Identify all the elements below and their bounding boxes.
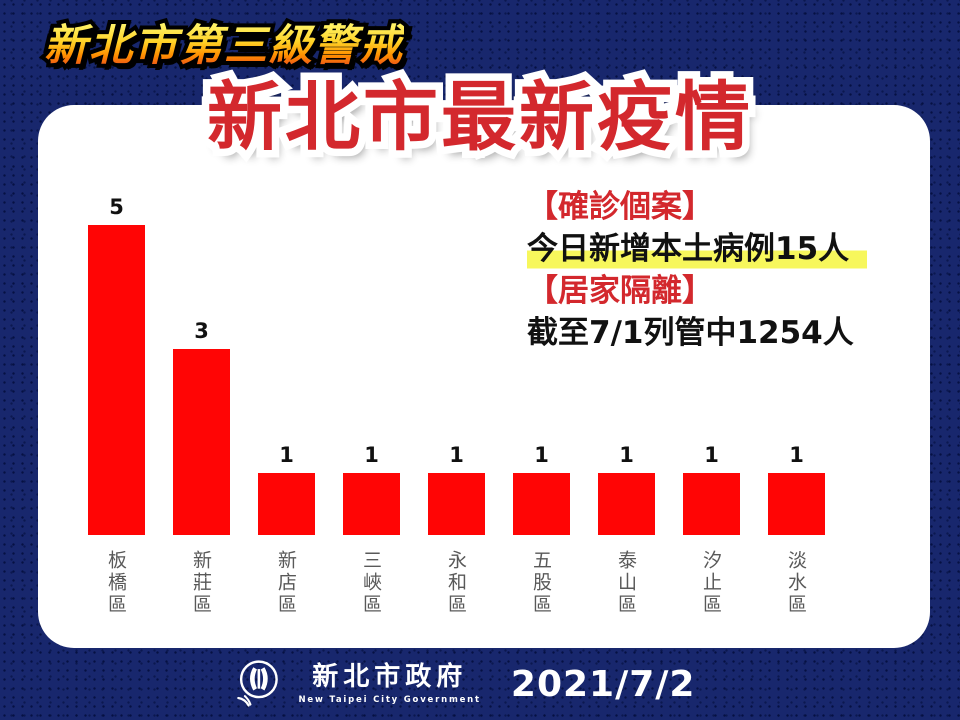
bar-value-label: 1 [279, 443, 294, 467]
bar-category-label: 新店區 [258, 550, 315, 616]
bar-category-text: 五股區 [530, 550, 552, 616]
bar-category-label: 五股區 [513, 550, 570, 616]
org-name-block: 新北市政府 New Taipei City Government [299, 663, 481, 705]
chart-bar [683, 473, 740, 535]
bar-category-text: 淡水區 [785, 550, 807, 616]
alert-banner-outline: 新北市第三級警戒 [40, 17, 406, 75]
bar-category-label: 汐止區 [683, 550, 740, 616]
bar-value-label: 1 [364, 443, 379, 467]
bar-category-text: 新店區 [275, 550, 297, 616]
chart-card: 5 板橋區 3 新莊區 1 新店區 1 三峽區 1 永和區 1 五股區 1 泰山區 1 汐止區 1 淡水區 [38, 105, 930, 648]
org-name-en: New Taipei City Government [298, 694, 481, 705]
bar-category-text: 三峽區 [360, 550, 382, 616]
footer: 新北市政府 New Taipei City Government 2021/7/… [0, 653, 942, 715]
alert-banner-text: 新北市第三級警戒 [44, 21, 404, 71]
chart-bar [513, 473, 570, 535]
home-isolation-body: 截至7/1列管中1254人 [527, 315, 854, 351]
bar-value-label: 1 [789, 443, 804, 467]
bar-value-label: 5 [109, 195, 124, 219]
bar-category-text: 永和區 [445, 550, 467, 616]
bar-category-label: 三峽區 [343, 550, 400, 616]
bar-value-label: 1 [704, 443, 719, 467]
alert-banner: 新北市第三級警戒 新北市第三級警戒 [40, 17, 406, 75]
chart-bar [258, 473, 315, 535]
bar-category-text: 泰山區 [615, 550, 637, 616]
page-title-outline: 新北市最新疫情 [199, 66, 757, 168]
chart-bar [598, 473, 655, 535]
bar-category-label: 新莊區 [173, 550, 230, 616]
confirmed-cases-heading: 【確診個案】 [527, 189, 713, 225]
page-title-text: 新北市最新疫情 [206, 73, 753, 161]
bar-category-label: 泰山區 [598, 550, 655, 616]
bar-category-label: 板橋區 [88, 550, 145, 616]
chart-bar [88, 225, 145, 535]
bar-category-label: 永和區 [428, 550, 485, 616]
bar-category-text: 板橋區 [105, 550, 127, 616]
chart-bar [173, 349, 230, 535]
org-name: 新北市政府 [312, 662, 468, 693]
home-isolation-heading: 【居家隔離】 [527, 273, 713, 309]
confirmed-cases-body: 今日新增本土病例15人 [527, 228, 868, 270]
bar-value-label: 3 [194, 319, 209, 343]
bar-chart: 5 板橋區 3 新莊區 1 新店區 1 三峽區 1 永和區 1 五股區 1 泰山區 1 汐止區 1 淡水區 [38, 105, 930, 648]
chart-bar [768, 473, 825, 535]
bar-category-text: 汐止區 [700, 550, 722, 616]
bar-category-label: 淡水區 [768, 550, 825, 616]
bar-value-label: 1 [449, 443, 464, 467]
bar-value-label: 1 [619, 443, 634, 467]
chart-bar [343, 473, 400, 535]
chart-bar [428, 473, 485, 535]
new-taipei-city-government-logo-icon [236, 660, 278, 707]
bar-value-label: 1 [534, 443, 549, 467]
bar-category-text: 新莊區 [190, 550, 212, 616]
date-label: 2021/7/2 [510, 663, 696, 705]
info-panel: 【確診個案】 今日新增本土病例15人 【居家隔離】 截至7/1列管中1254人 [527, 186, 868, 354]
page-title: 新北市最新疫情 新北市最新疫情 [0, 66, 960, 168]
